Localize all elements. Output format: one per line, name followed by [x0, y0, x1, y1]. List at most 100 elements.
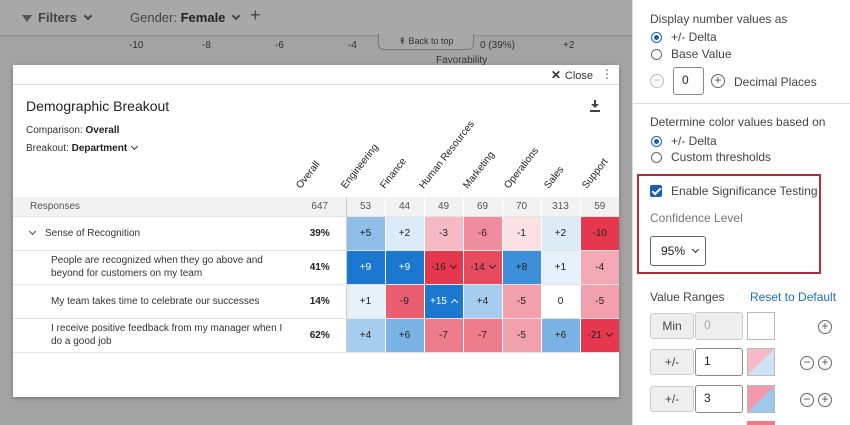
chevron-down-icon [691, 245, 700, 254]
axis-tick: -10 [129, 40, 144, 51]
add-range1-button[interactable]: + [818, 356, 832, 370]
delta-cell[interactable]: -5 [501, 284, 541, 319]
axis-tick: -8 [202, 40, 211, 51]
radio-display-base[interactable] [651, 49, 662, 60]
responses-count: 59 [579, 197, 619, 217]
breakout-selector[interactable]: Breakout: Department [26, 142, 139, 154]
filters-button[interactable]: Filters [22, 10, 93, 25]
row-label: My team takes time to celebrate our succ… [13, 284, 294, 319]
delta-cell[interactable]: -9 [384, 284, 424, 319]
axis-tick: -4 [348, 40, 357, 51]
gender-filter[interactable]: Gender: Female [130, 10, 241, 25]
filter-bar: Filters Gender: Female + [0, 0, 632, 36]
add-range-button[interactable]: + [818, 320, 832, 334]
overall-score: 62% [294, 318, 347, 353]
min-label: Min [650, 313, 694, 339]
responses-count: 313 [540, 197, 580, 217]
delta-cell[interactable]: -4 [579, 250, 619, 285]
more-options-icon[interactable]: ⋮ [601, 67, 613, 81]
column-header-overall: Overall [294, 159, 323, 191]
delta-cell[interactable]: -3 [423, 216, 463, 251]
display-values-title: Display number values as [650, 12, 788, 26]
range2-color-swatch[interactable] [747, 385, 775, 413]
add-range2-button[interactable]: + [818, 393, 832, 407]
range1-color-swatch[interactable] [747, 348, 775, 376]
min-color-swatch[interactable] [747, 312, 775, 340]
increment-decimal-button[interactable]: + [711, 74, 725, 88]
column-header-engineering: Engineering [339, 142, 381, 191]
color-values-title: Determine color values based on [650, 115, 826, 129]
remove-range2-button[interactable]: − [800, 393, 814, 407]
delta-cell[interactable]: -10 [579, 216, 619, 251]
delta-cell[interactable]: -7 [462, 318, 502, 353]
delta-cell[interactable]: -1 [501, 216, 541, 251]
delta-cell[interactable]: -21 [579, 318, 619, 353]
delta-cell[interactable]: +8 [501, 250, 541, 285]
breakout-table: Responses 647 53 44 49 69 70 313 59 Sens… [13, 197, 619, 353]
delta-cell[interactable]: -5 [579, 284, 619, 319]
divider [633, 103, 850, 104]
demographic-breakout-modal: ✕ Close ⋮ Demographic Breakout Comparison… [13, 65, 619, 397]
delta-cell[interactable]: +4 [462, 284, 502, 319]
delta-cell[interactable]: +4 [345, 318, 385, 353]
chevron-down-icon[interactable] [28, 227, 37, 235]
delta-cell[interactable]: +5 [345, 216, 385, 251]
row-label[interactable]: Sense of Recognition [13, 216, 294, 251]
color-delta-label: +/- Delta [671, 134, 717, 148]
responses-row: Responses 647 53 44 49 69 70 313 59 [13, 197, 619, 217]
overall-score: 14% [294, 284, 347, 319]
delta-cell[interactable]: -5 [501, 318, 541, 353]
delta-cell[interactable]: 0 [540, 284, 580, 319]
modal-title: Demographic Breakout [26, 98, 170, 114]
decimal-places-label: Decimal Places [734, 75, 817, 89]
decimal-places-input[interactable]: 0 [673, 67, 704, 95]
delta-cell[interactable]: -6 [462, 216, 502, 251]
delta-cell[interactable]: +6 [540, 318, 580, 353]
close-button[interactable]: ✕ Close [550, 68, 593, 82]
confidence-level-select[interactable]: 95% [650, 236, 706, 266]
responses-count: 49 [423, 197, 463, 217]
delta-cell[interactable]: -14 [462, 250, 502, 285]
funnel-icon [22, 15, 32, 23]
remove-range1-button[interactable]: − [800, 356, 814, 370]
overall-score: 41% [294, 250, 347, 285]
delta-cell[interactable]: +6 [384, 318, 424, 353]
responses-count: 53 [345, 197, 385, 217]
reset-to-default-link[interactable]: Reset to Default [750, 290, 837, 304]
significance-highlight [637, 174, 821, 274]
delta-cell[interactable]: +9 [345, 250, 385, 285]
back-to-top-button[interactable]: ⇞ Back to top [378, 34, 474, 50]
add-filter-button[interactable]: + [250, 5, 261, 25]
value-ranges-title: Value Ranges [650, 290, 725, 304]
delta-cell[interactable]: +9 [384, 250, 424, 285]
range2-value-input[interactable]: 3 [695, 385, 743, 413]
delta-cell[interactable]: +15 [423, 284, 463, 319]
radio-color-custom[interactable] [651, 152, 662, 163]
significance-down-icon [449, 261, 457, 269]
chevron-down-icon [83, 11, 93, 21]
delta-cell[interactable]: +2 [540, 216, 580, 251]
download-icon[interactable] [590, 100, 600, 112]
range3-color-swatch[interactable] [747, 421, 775, 425]
delta-cell[interactable]: +1 [540, 250, 580, 285]
delta-cell[interactable]: -7 [423, 318, 463, 353]
row-label: I receive positive feedback from my mana… [13, 318, 294, 353]
overall-score: 39% [294, 216, 347, 251]
delta-cell[interactable]: +2 [384, 216, 424, 251]
range1-value-input[interactable]: 1 [695, 348, 743, 376]
delta-cell[interactable]: +1 [345, 284, 385, 319]
significance-checkbox[interactable] [650, 185, 662, 197]
column-header-marketing: Marketing [461, 149, 498, 191]
table-row: I receive positive feedback from my mana… [13, 318, 619, 353]
group-row: Sense of Recognition 39% +5 +2 -3 -6 -1 +2 -10 [13, 216, 619, 251]
decrement-decimal-button[interactable]: − [650, 74, 664, 88]
range2-label: +/- [650, 386, 694, 412]
axis-tick: 0 (39%) [480, 40, 516, 51]
radio-display-delta[interactable] [651, 32, 662, 43]
axis-tick: -6 [275, 40, 284, 51]
responses-overall: 647 [294, 197, 347, 217]
column-header-operations: Operations [502, 145, 542, 191]
chevron-down-icon [131, 142, 139, 151]
delta-cell[interactable]: -16 [423, 250, 463, 285]
radio-color-delta[interactable] [651, 136, 662, 147]
